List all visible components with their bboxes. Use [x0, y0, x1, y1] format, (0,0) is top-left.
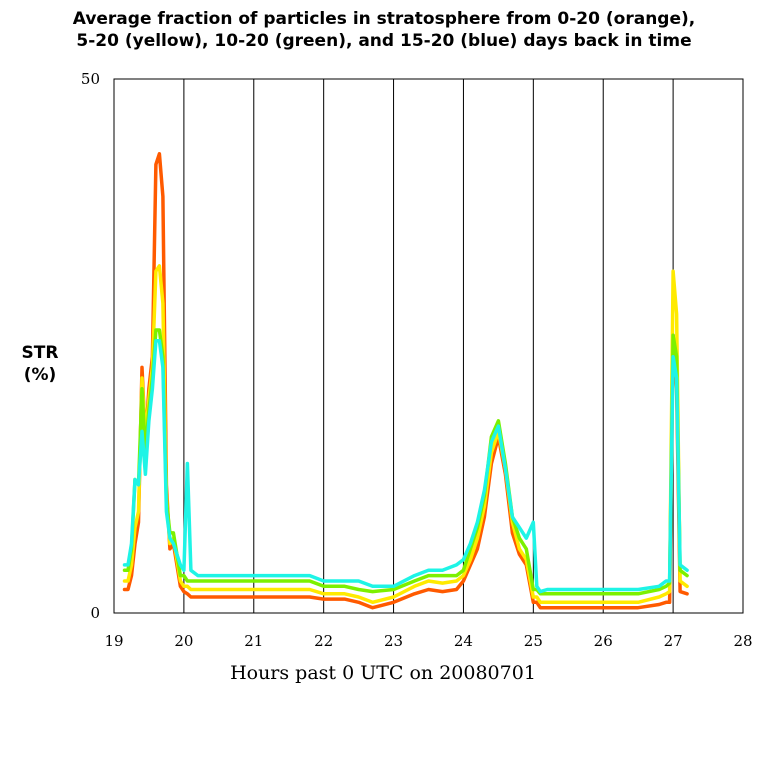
chart-title: Average fraction of particles in stratos…: [0, 8, 768, 52]
x-tick-label-27: 27: [664, 632, 683, 650]
y-axis-label: STR (%): [10, 342, 70, 386]
y-tick-label-0: 0: [90, 604, 100, 622]
chart-title-line-2: 5-20 (yellow), 10-20 (green), and 15-20 …: [76, 31, 692, 51]
x-tick-label-20: 20: [174, 632, 193, 650]
x-tick-label-24: 24: [454, 632, 473, 650]
x-tick-label-26: 26: [594, 632, 613, 650]
x-tick-label-23: 23: [384, 632, 403, 650]
y-axis-label-line-1: STR: [21, 343, 59, 363]
x-axis-label: Hours past 0 UTC on 20080701: [230, 662, 536, 684]
series-line-4: [122, 338, 689, 594]
y-tick-label-50: 50: [81, 70, 100, 88]
x-tick-label-21: 21: [244, 632, 263, 650]
y-axis-label-line-2: (%): [23, 365, 57, 385]
chart-title-line-1: Average fraction of particles in stratos…: [72, 9, 696, 29]
x-tick-label-28: 28: [733, 632, 752, 650]
x-tick-label-25: 25: [524, 632, 543, 650]
x-tick-label-19: 19: [104, 632, 123, 650]
x-tick-label-22: 22: [314, 632, 333, 650]
series-line-3: [122, 328, 689, 596]
plot-frame: [113, 78, 744, 614]
series-line-2: [122, 264, 689, 605]
series-line-1: [122, 152, 689, 610]
